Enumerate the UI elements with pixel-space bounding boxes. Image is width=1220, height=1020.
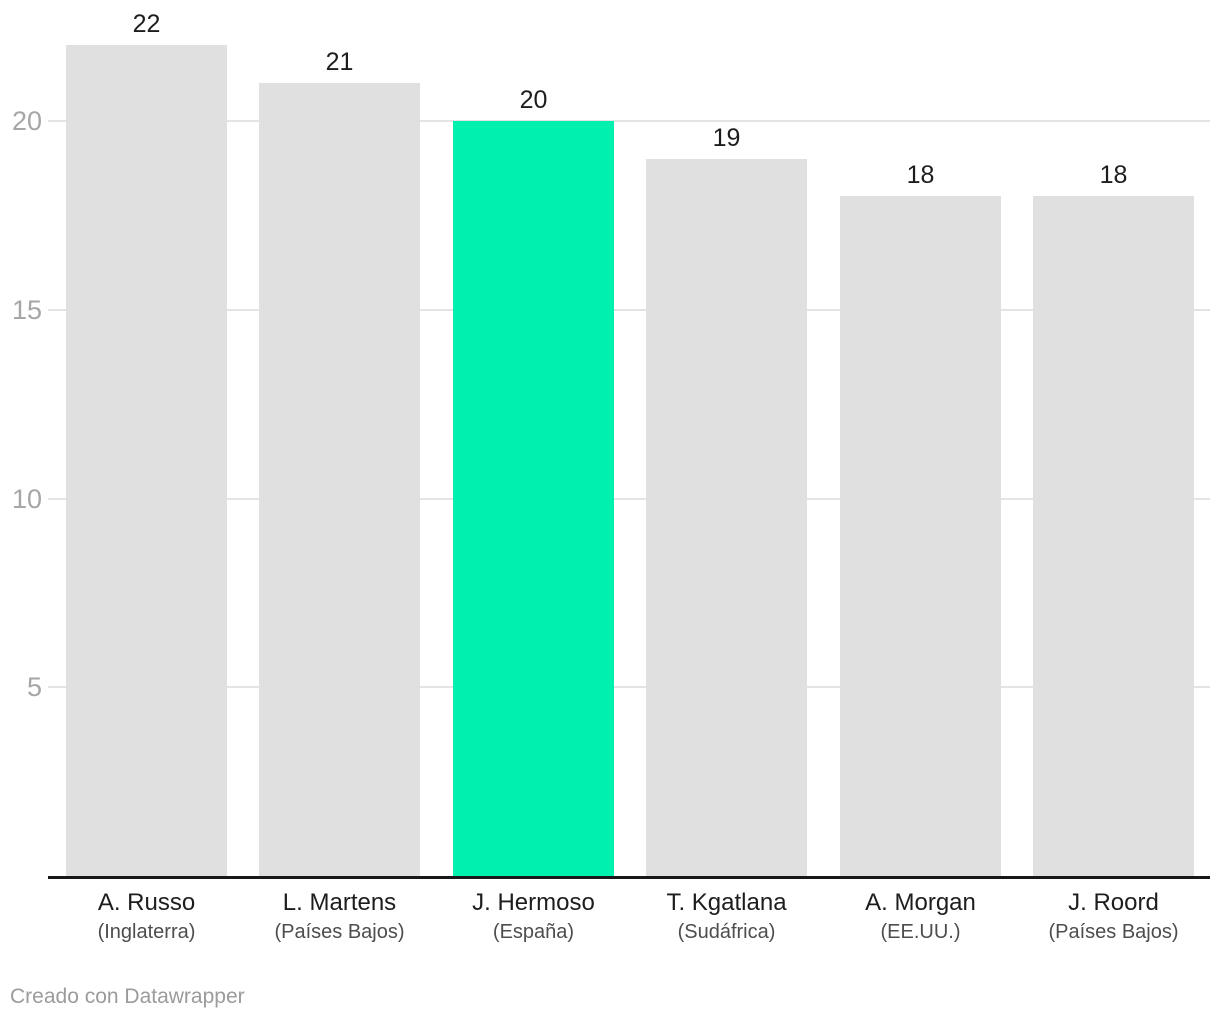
x-axis-line bbox=[48, 876, 1210, 879]
bar-value-label: 20 bbox=[519, 86, 548, 114]
datawrapper-credit-link[interactable]: Creado con Datawrapper bbox=[10, 985, 245, 1008]
y-axis-tick-label: 20 bbox=[11, 106, 42, 136]
y-axis-tick-label: 5 bbox=[26, 672, 42, 703]
category-name: A. Morgan bbox=[865, 889, 976, 916]
bar-a-morgan bbox=[840, 196, 1001, 876]
bar-j-hermoso bbox=[453, 121, 614, 876]
category-country: (España) bbox=[492, 921, 575, 943]
x-axis-category-label: J. Roord (Países Bajos) bbox=[1017, 888, 1210, 946]
bar-t-kgatlana bbox=[646, 159, 807, 876]
gridline-y20 bbox=[48, 120, 1210, 122]
gridline-y15 bbox=[48, 308, 1210, 311]
bar-value-label: 18 bbox=[1099, 161, 1128, 189]
bar-a-russo bbox=[66, 45, 227, 876]
bar-value-label: 18 bbox=[906, 161, 935, 189]
x-axis-category-label: L. Martens (Países Bajos) bbox=[243, 888, 436, 946]
category-name: L. Martens bbox=[282, 889, 397, 916]
y-axis-tick-label: 15 bbox=[11, 294, 42, 325]
x-axis-category-label: J. Hermoso (España) bbox=[437, 888, 630, 946]
category-name: T. Kgatlana bbox=[666, 889, 787, 916]
bar-value-label: 19 bbox=[712, 124, 741, 152]
bar-l-martens bbox=[259, 83, 420, 876]
x-axis-category-label: A. Russo (Inglaterra) bbox=[50, 888, 243, 946]
category-country: (Inglaterra) bbox=[97, 921, 196, 943]
category-country: (Países Bajos) bbox=[1048, 921, 1179, 943]
bar-value-label: 21 bbox=[325, 48, 354, 76]
category-country: (Países Bajos) bbox=[274, 921, 405, 943]
category-country: (EE.UU.) bbox=[880, 921, 961, 943]
y-axis-tick-label: 10 bbox=[11, 483, 42, 514]
category-name: J. Hermoso bbox=[472, 889, 595, 916]
category-name: J. Roord bbox=[1068, 889, 1159, 916]
credit-line: Creado con Datawrapper bbox=[10, 984, 245, 1010]
category-name: A. Russo bbox=[97, 889, 196, 916]
bar-value-label: 22 bbox=[132, 10, 161, 38]
x-axis-category-label: T. Kgatlana (Sudáfrica) bbox=[630, 888, 823, 946]
x-axis-category-label: A. Morgan (EE.UU.) bbox=[824, 888, 1017, 946]
gridline-y5 bbox=[48, 686, 1210, 689]
gridline-y10 bbox=[48, 497, 1210, 500]
bar-j-roord bbox=[1033, 196, 1194, 876]
category-country: (Sudáfrica) bbox=[677, 921, 776, 943]
